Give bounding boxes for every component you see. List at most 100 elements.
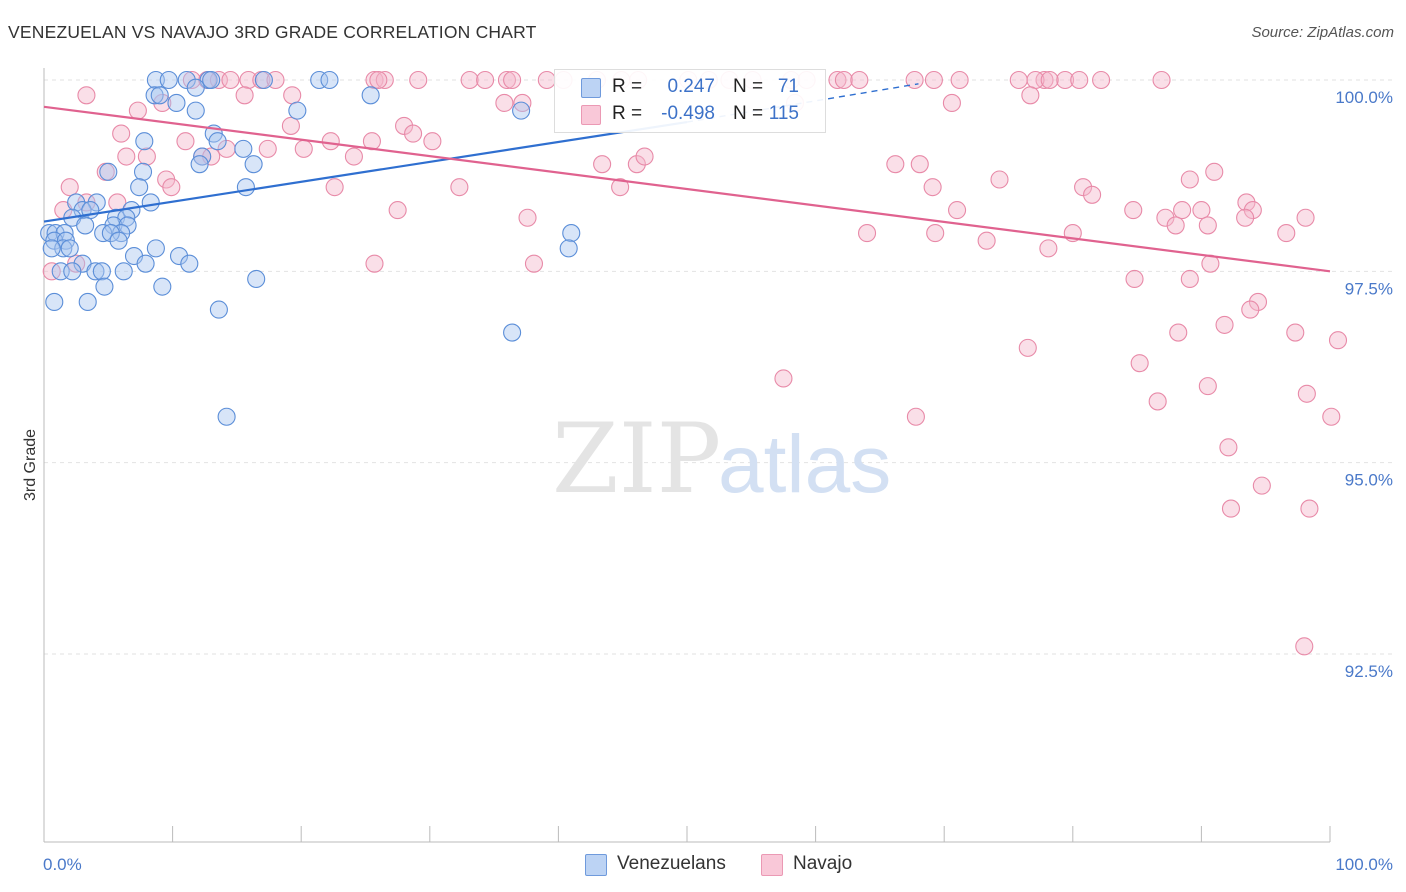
- navajo-point: [321, 132, 340, 151]
- venezuelans-point: [67, 193, 86, 212]
- navajo-point: [1021, 86, 1040, 105]
- navajo-point: [281, 116, 300, 135]
- venezuelans-point: [101, 224, 120, 243]
- navajo-point: [1040, 70, 1059, 90]
- navajo-point: [1236, 208, 1255, 227]
- venezuelans-point: [45, 292, 64, 311]
- navajo-point: [258, 139, 277, 158]
- navajo-point: [117, 147, 136, 166]
- axes: [43, 68, 1331, 843]
- venezuelans-point: [186, 101, 205, 120]
- navajo-point: [948, 201, 967, 220]
- venezuelans-point: [136, 254, 155, 273]
- legend-row-venezuelans: R = 0.247 N = 71: [555, 74, 825, 102]
- tick-labels: 92.5% 95.0% 97.5% 100.0% 0.0% 100.0%: [43, 88, 1393, 874]
- navajo-point: [942, 93, 961, 113]
- navajo-point: [1166, 216, 1185, 235]
- navajo-point: [923, 178, 942, 197]
- legend-row-navajo: R = -0.498 N = 115: [555, 101, 825, 129]
- navajo-point: [283, 86, 302, 105]
- venezuelans-point: [99, 162, 118, 181]
- legend-n-value: 71: [777, 76, 799, 97]
- venezuelans-point: [145, 86, 164, 105]
- navajo-point: [1180, 269, 1199, 289]
- venezuelans-point: [150, 86, 169, 105]
- navajo-point: [450, 178, 469, 197]
- navajo-point: [1237, 193, 1256, 212]
- navajo-point: [635, 147, 654, 166]
- navajo-point: [627, 155, 646, 174]
- venezuelans-point: [288, 101, 307, 120]
- x-tick-label: 0.0%: [43, 855, 82, 874]
- navajo-point: [497, 70, 517, 90]
- navajo-point: [834, 70, 853, 90]
- navajo-point: [1148, 392, 1167, 411]
- venezuelans-point: [180, 254, 199, 273]
- navajo-point: [593, 155, 612, 174]
- navajo-point: [221, 70, 240, 90]
- navajo-point: [1215, 315, 1234, 334]
- venezuelans-point: [95, 277, 114, 296]
- venezuelans-point: [217, 407, 236, 426]
- navajo-point: [1156, 208, 1175, 227]
- venezuelans-point: [42, 239, 61, 258]
- venezuelans-point: [244, 155, 263, 174]
- navajo-point: [375, 70, 394, 90]
- navajo-point: [1243, 201, 1262, 220]
- navajo-point: [1180, 170, 1199, 189]
- navajo-point: [1152, 70, 1171, 90]
- navajo-point: [926, 224, 945, 243]
- venezuelans-point: [320, 70, 339, 90]
- navajo-point: [1248, 292, 1268, 311]
- watermark-atlas: atlas: [718, 419, 891, 510]
- navajo-point: [1125, 269, 1144, 289]
- venezuelans-point: [310, 70, 329, 90]
- navajo-point: [518, 208, 537, 227]
- source-label: Source: ZipAtlas.com: [1251, 24, 1394, 41]
- navajo-point: [388, 201, 407, 220]
- venezuelans-trendline: [43, 121, 688, 223]
- venezuelans-point: [76, 216, 95, 235]
- navajo-point: [1070, 70, 1089, 90]
- navajo-point: [365, 70, 384, 90]
- venezuelans-point: [247, 269, 266, 289]
- legend-r-value: -0.498: [661, 103, 715, 124]
- navajo-trendline: [43, 105, 1331, 273]
- navajo-point: [1173, 201, 1192, 220]
- navajo-point: [906, 407, 925, 426]
- navajo-point: [60, 178, 79, 197]
- watermark-zip: ZIP: [552, 403, 721, 515]
- stats-legend: R = 0.247 N = 71 R = -0.498 N = 115: [554, 69, 826, 133]
- venezuelans-point: [133, 162, 153, 181]
- navajo-point: [611, 178, 630, 197]
- navajo-point: [1205, 162, 1224, 181]
- venezuelans-point: [63, 262, 82, 281]
- navajo-point: [1277, 224, 1296, 243]
- navajo-point: [1300, 499, 1319, 518]
- venezuelans-point: [86, 262, 105, 281]
- venezuelans-point: [159, 70, 178, 90]
- x-tick-label: 100.0%: [1335, 855, 1393, 874]
- navajo-point: [886, 155, 905, 174]
- navajo-point: [1252, 476, 1271, 495]
- legend-r-label: R =: [612, 76, 643, 97]
- venezuelans-point: [562, 224, 581, 243]
- legend-n-value: 115: [768, 103, 799, 124]
- venezuelans-point: [503, 323, 522, 342]
- venezuelans-point: [92, 262, 111, 281]
- navajo-point: [774, 369, 793, 388]
- venezuelans-point: [60, 239, 79, 258]
- navajo-point: [1241, 300, 1260, 319]
- navajo-point: [1056, 70, 1075, 90]
- navajo-point: [850, 70, 869, 90]
- venezuelans-point: [141, 193, 160, 212]
- navajo-point: [137, 147, 156, 166]
- venezuelans-point: [118, 216, 137, 235]
- navajo-point: [857, 224, 877, 243]
- legend-n-label: N =: [733, 76, 764, 97]
- navajo-point: [524, 254, 544, 273]
- legend-label-venezuelans: Venezuelans: [617, 853, 726, 874]
- navajo-point: [460, 70, 479, 90]
- navajo-point: [404, 124, 423, 143]
